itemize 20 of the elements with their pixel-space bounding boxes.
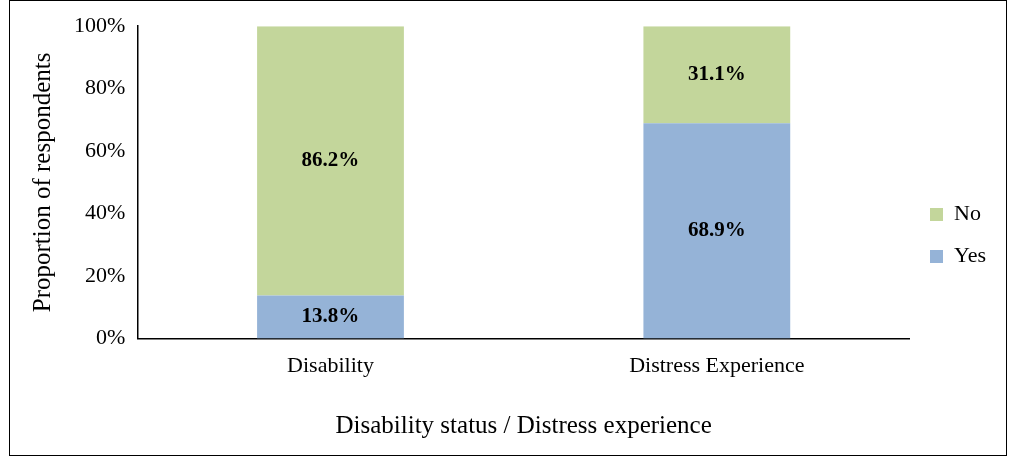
y-tick-label: 60%: [85, 136, 126, 162]
y-tick-label: 40%: [85, 199, 126, 225]
bar: [643, 26, 791, 124]
x-tick-label: Disability: [287, 351, 374, 377]
y-tick-label: 80%: [85, 74, 126, 100]
bar: [643, 123, 791, 339]
data-label: 13.8%: [301, 303, 360, 328]
legend-label: No: [953, 200, 981, 226]
data-label: 86.2%: [301, 147, 360, 172]
data-label: 68.9%: [687, 217, 746, 242]
y-axis-title: Proportion of respondents: [27, 52, 55, 313]
bar: [257, 295, 404, 339]
data-label: 31.1%: [687, 61, 746, 86]
x-tick-label: Distress Experience: [629, 351, 805, 377]
y-tick-label: 0%: [96, 324, 126, 350]
y-tick-label: 20%: [85, 261, 126, 287]
legend-label: Yes: [953, 242, 986, 268]
y-tick-label: 100%: [74, 11, 126, 37]
x-axis-title: Disability status / Distress experience: [335, 410, 712, 438]
bar: [257, 26, 404, 296]
